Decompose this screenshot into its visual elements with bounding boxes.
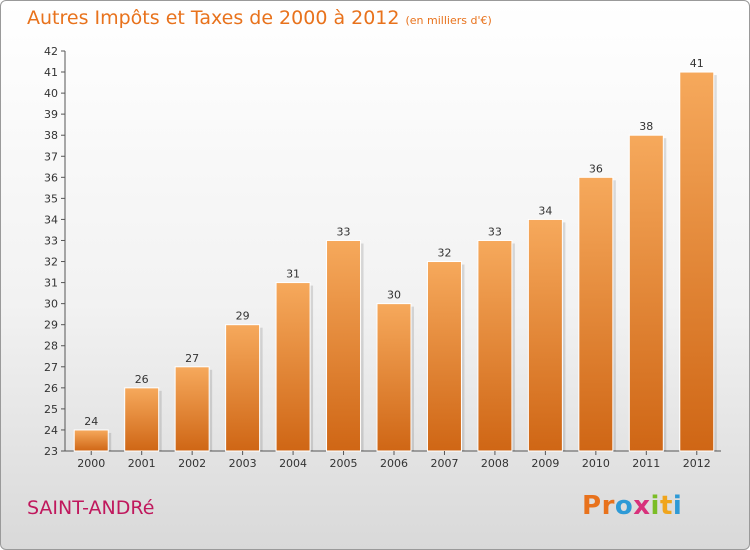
chart-unit: (en milliers d'€) [405, 14, 492, 27]
y-tick-label: 37 [44, 150, 58, 163]
bar-value-label: 38 [639, 120, 653, 133]
bar [174, 366, 210, 452]
y-tick-label: 23 [44, 445, 58, 458]
bar-value-label: 32 [437, 247, 451, 260]
bar [73, 429, 109, 452]
logo-letter: r [601, 491, 615, 521]
bar [124, 387, 160, 452]
bar [578, 176, 614, 452]
bar-value-label: 26 [135, 373, 149, 386]
y-tick-label: 41 [44, 66, 58, 79]
chart-title-text: Autres Impôts et Taxes de 2000 à 2012 [27, 7, 400, 29]
y-tick-label: 40 [44, 87, 58, 100]
y-tick-label: 35 [44, 192, 58, 205]
bar [376, 303, 412, 452]
proxiti-logo: Proxiti [582, 491, 682, 521]
y-tick-label: 42 [44, 45, 58, 58]
x-tick-label: 2003 [229, 457, 257, 470]
y-tick-label: 26 [44, 382, 58, 395]
bar-value-label: 29 [236, 310, 250, 323]
logo-letter: t [659, 491, 673, 521]
x-tick-label: 2007 [430, 457, 458, 470]
x-tick-label: 2011 [632, 457, 660, 470]
bar [679, 71, 715, 452]
y-tick-label: 34 [44, 213, 58, 226]
chart-title: Autres Impôts et Taxes de 2000 à 2012 (en… [27, 7, 492, 29]
bar [225, 324, 261, 452]
bar-value-label: 36 [589, 162, 603, 175]
y-tick-label: 38 [44, 129, 58, 142]
logo-letter: i [650, 491, 660, 521]
logo-letter: P [582, 491, 602, 521]
y-tick-label: 32 [44, 256, 58, 269]
town-name: SAINT-ANDRé [27, 497, 155, 519]
bar [426, 261, 462, 452]
x-tick-label: 2008 [481, 457, 509, 470]
y-tick-label: 27 [44, 361, 58, 374]
y-tick-label: 36 [44, 171, 58, 184]
bar [326, 239, 362, 452]
x-tick-label: 2010 [582, 457, 610, 470]
bar [275, 282, 311, 452]
x-tick-label: 2009 [531, 457, 559, 470]
x-tick-label: 2000 [77, 457, 105, 470]
bar-value-label: 31 [286, 268, 300, 281]
bar-value-label: 33 [488, 225, 502, 238]
logo-letter: o [614, 491, 634, 521]
bar [628, 134, 664, 452]
bars: 24 26 27 29 31 33 30 32 33 34 36 38 41 [73, 57, 717, 452]
y-tick-label: 25 [44, 403, 58, 416]
x-tick-label: 2004 [279, 457, 307, 470]
bar [477, 239, 513, 452]
y-tick-label: 28 [44, 340, 58, 353]
bar [527, 218, 563, 452]
x-tick-label: 2005 [330, 457, 358, 470]
y-tick-label: 39 [44, 108, 58, 121]
x-tick-label: 2012 [683, 457, 711, 470]
bar-value-label: 24 [84, 415, 98, 428]
y-axis: 23 24 25 26 27 28 29 30 31 32 33 34 35 36 37 38 39 40 41 42 [44, 45, 65, 458]
x-tick-label: 2006 [380, 457, 408, 470]
bar-value-label: 34 [538, 204, 552, 217]
bar-value-label: 30 [387, 289, 401, 302]
bar-value-label: 27 [185, 352, 199, 365]
logo-letter: x [633, 491, 651, 521]
x-axis: 2000 2001 2002 2003 2004 2005 2006 2007 2008 2009… [77, 451, 711, 470]
x-tick-label: 2002 [178, 457, 206, 470]
logo-letter: i [672, 491, 683, 521]
y-tick-label: 31 [44, 277, 58, 290]
bar-value-label: 41 [690, 57, 704, 70]
y-tick-label: 29 [44, 319, 58, 332]
y-tick-label: 24 [44, 424, 58, 437]
bar-value-label: 33 [337, 225, 351, 238]
y-tick-label: 33 [44, 234, 58, 247]
x-tick-label: 2001 [128, 457, 156, 470]
y-tick-label: 30 [44, 298, 58, 311]
